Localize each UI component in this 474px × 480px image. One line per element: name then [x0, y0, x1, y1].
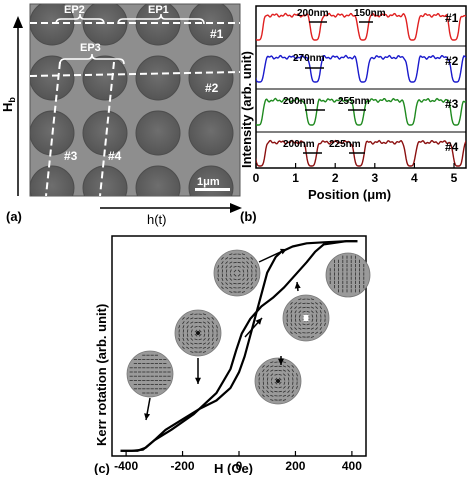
trace-4-width-a: 200nm [283, 139, 315, 150]
x-tick-label: 2 [332, 171, 339, 185]
panel-b-xticks: 0 1 2 3 4 5 [253, 163, 458, 185]
hb-arrow-head [13, 16, 23, 28]
scale-bar [195, 188, 230, 191]
panel-b-label: (b) [240, 209, 257, 224]
panel-b-xlabel: Position (μm) [308, 187, 391, 202]
trace-1-tag: #1 [445, 11, 459, 25]
x-tick-label: 400 [342, 459, 362, 473]
nanodot [136, 166, 180, 210]
panel-c-xlabel: H (Oe) [214, 461, 253, 475]
line-1-label: #1 [210, 27, 224, 41]
x-tick-label: 4 [411, 171, 418, 185]
panel-b-ylabel: Intensity (arb. unit) [239, 51, 254, 168]
ht-axis-label: h(t) [147, 212, 167, 227]
line-3-label: #3 [64, 149, 78, 163]
trace-1-width-b: 150nm [354, 8, 386, 19]
nanodot [136, 56, 180, 100]
ep1-label: EP1 [148, 4, 169, 16]
x-tick-label: 3 [371, 171, 378, 185]
line-4-label: #4 [108, 149, 122, 163]
line-2-label: #2 [205, 81, 219, 95]
trace-1-width-a: 200nm [297, 8, 329, 19]
nanodot [30, 166, 74, 210]
x-tick-label: 1 [292, 171, 299, 185]
hb-axis-label: Hb [0, 97, 17, 112]
trace-4-width-b: 225nm [329, 139, 361, 150]
x-tick-label: -400 [114, 459, 138, 473]
inset-near-saturation [214, 250, 260, 296]
nanodot [30, 56, 74, 100]
x-tick-label: -200 [171, 459, 195, 473]
trace-2-width-a: 270nm [293, 53, 325, 64]
nanodot [242, 166, 286, 210]
nanodot [189, 111, 233, 155]
panel-a-label: (a) [6, 209, 22, 224]
trace-3-width-b: 255nm [338, 96, 370, 107]
inset-pointer-head [144, 413, 150, 420]
nanodot [83, 56, 127, 100]
x-tick-label: 5 [451, 171, 458, 185]
inset-vortex-left [175, 310, 221, 356]
ep3-label: EP3 [80, 42, 101, 54]
scale-bar-label: 1μm [197, 176, 220, 188]
inset-saturated-negative [127, 351, 173, 397]
trace-4-tag: #4 [445, 140, 459, 154]
inset-vortex-right [283, 295, 329, 341]
x-tick-label: 0 [253, 171, 260, 185]
panel-c-ylabel: Kerr rotation (arb. unit) [94, 304, 109, 446]
inset-pointer-head [195, 378, 201, 384]
trace-3-width-a: 200nm [283, 96, 315, 107]
inset-vortex-center [255, 358, 301, 404]
intensity-trace-2 [254, 56, 472, 83]
ep2-label: EP2 [64, 4, 85, 16]
nanodot [136, 111, 180, 155]
nanodot [83, 166, 127, 210]
panel-c-label: (c) [94, 461, 110, 475]
trace-3-tag: #3 [445, 97, 459, 111]
x-tick-label: 200 [285, 459, 305, 473]
inset-saturated [326, 253, 370, 297]
trace-2-tag: #2 [445, 54, 459, 68]
magnetization-insets [127, 249, 370, 420]
panel-b-line-scans: 0 1 2 3 4 5 #1 #2 #3 #4 200nm 150nm 270nm 200… [253, 6, 472, 185]
